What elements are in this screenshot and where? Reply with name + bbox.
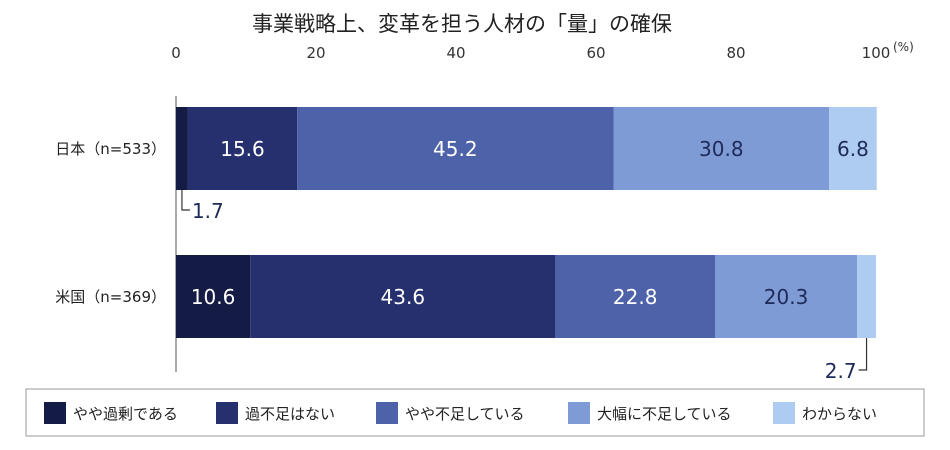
unit-label: (%): [893, 40, 914, 54]
category-label-usa: 米国（n=369）: [55, 288, 166, 306]
bar-segment: [715, 255, 858, 338]
bar-segment: [176, 255, 251, 338]
data-label: 10.6: [191, 285, 236, 309]
bar-segment: [613, 107, 830, 190]
data-label: 30.8: [699, 137, 744, 161]
bar-segment: [555, 255, 715, 338]
bars: 15.6 45.2 30.8 6.8 1.7 10.6 43.6 22.8 20.3 2.7: [176, 107, 877, 383]
data-label: 45.2: [433, 137, 478, 161]
bar-segment: [187, 107, 298, 190]
legend-swatch: [44, 402, 66, 424]
leader-line: [181, 190, 190, 211]
bar-segment: [297, 107, 614, 190]
legend: やや過剰である 過不足はない やや不足している 大幅に不足している わからない: [25, 388, 925, 437]
legend-label: やや不足している: [405, 405, 525, 423]
legend-label: やや過剰である: [73, 405, 178, 423]
data-label: 22.8: [613, 285, 658, 309]
x-axis: 0 20 40 60 80 100: [171, 44, 890, 62]
x-tick-label: 60: [586, 44, 605, 62]
data-label: 6.8: [837, 137, 869, 161]
x-tick-label: 40: [446, 44, 465, 62]
legend-swatch: [773, 402, 795, 424]
leader-line: [858, 338, 868, 371]
data-label: 20.3: [764, 285, 809, 309]
bar-segment: [857, 255, 876, 338]
category-label-japan: 日本（n=533）: [55, 140, 166, 158]
legend-label: 過不足はない: [245, 405, 335, 423]
chart-title: 事業戦略上、変革を担う人材の「量」の確保: [252, 12, 672, 36]
bar-segment: [250, 255, 556, 338]
data-label: 1.7: [192, 199, 224, 223]
legend-swatch: [216, 402, 238, 424]
x-tick-label: 80: [726, 44, 745, 62]
bar-segment: [176, 107, 188, 190]
x-tick-label: 20: [306, 44, 325, 62]
legend-label: 大幅に不足している: [597, 405, 732, 423]
legend-label: わからない: [802, 405, 877, 423]
x-tick-label: 0: [171, 44, 181, 62]
x-tick-label: 100: [862, 44, 891, 62]
bar-segment: [829, 107, 877, 190]
data-label: 2.7: [825, 359, 857, 383]
data-label: 15.6: [220, 137, 265, 161]
legend-swatch: [568, 402, 590, 424]
data-label: 43.6: [381, 285, 426, 309]
legend-swatch: [376, 402, 398, 424]
